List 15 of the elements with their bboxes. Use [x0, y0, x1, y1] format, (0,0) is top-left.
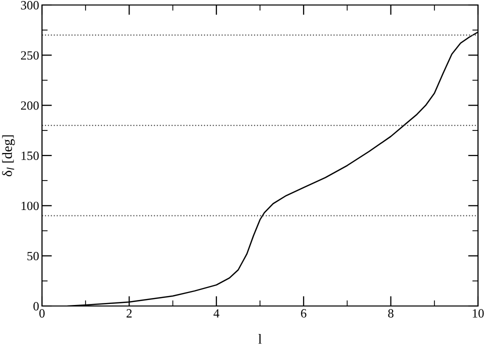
y-axis-title: δ$_{l}$ [deg] [2, 135, 15, 176]
y-tick-label: 50 [27, 252, 39, 260]
x-tick-label: 6 [301, 309, 306, 318]
y-tick-label: 250 [21, 51, 39, 60]
y-tick-label: 200 [21, 101, 39, 110]
y-tick-label: 150 [22, 152, 39, 160]
y-tick-label: 300 [21, 1, 39, 10]
x-tick-label: 2 [126, 309, 132, 318]
y-tick-label: 0 [33, 302, 39, 310]
x-axis-title: l [258, 334, 262, 344]
y-tick-label: 100 [22, 202, 39, 210]
x-tick-label: 8 [388, 309, 394, 318]
x-tick-label: 10 [472, 309, 484, 318]
x-tick-label: 4 [214, 309, 220, 318]
x-tick-label: 0 [39, 309, 45, 318]
